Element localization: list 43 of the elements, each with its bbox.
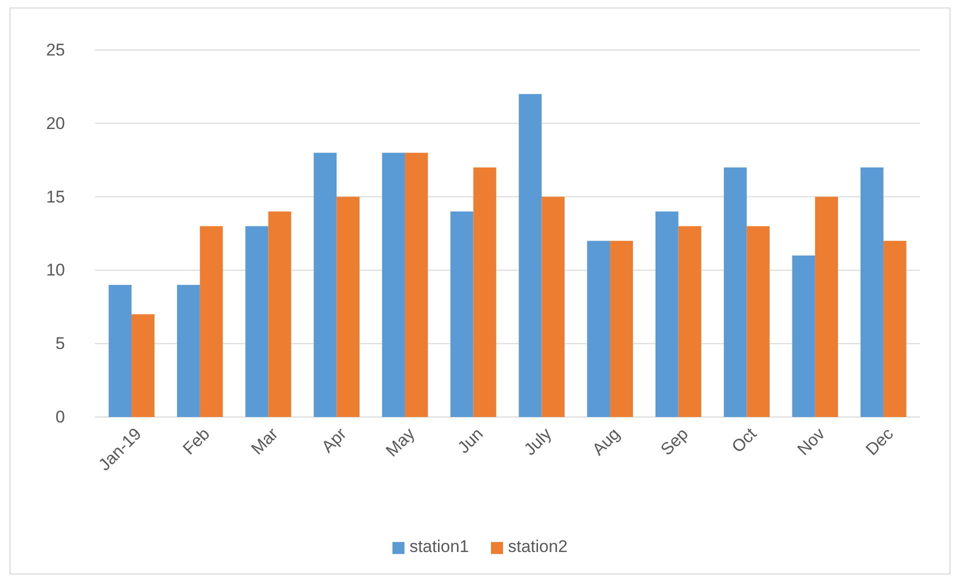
bar <box>883 240 906 417</box>
bar <box>678 226 702 417</box>
x-tick-label: July <box>520 424 556 460</box>
bar <box>382 152 405 417</box>
bar <box>268 211 292 417</box>
x-tick-label: Dec <box>862 424 898 460</box>
x-tick-label: Apr <box>318 424 350 456</box>
x-tick-label: Aug <box>588 424 624 460</box>
y-tick-label: 25 <box>46 40 65 60</box>
bar <box>108 284 132 417</box>
x-tick-label: Oct <box>728 424 760 456</box>
bar <box>655 211 678 417</box>
x-tick-label: Feb <box>179 424 214 458</box>
bar <box>473 167 496 417</box>
bar <box>746 226 770 417</box>
x-tick-label: Sep <box>657 424 692 460</box>
bar <box>792 256 816 417</box>
bar <box>132 314 154 417</box>
y-tick-label: 20 <box>46 114 65 133</box>
bar <box>200 226 223 417</box>
bar <box>450 211 474 417</box>
bar <box>542 196 565 417</box>
bar <box>610 240 633 417</box>
x-tick-label: May <box>382 424 419 460</box>
y-tick-label: 0 <box>56 407 65 426</box>
legend-label: station2 <box>508 537 568 556</box>
y-tick-label: 15 <box>46 187 65 206</box>
x-tick-label: Mar <box>248 424 282 458</box>
bar <box>587 240 610 417</box>
x-tick-label: Nov <box>794 424 829 460</box>
bar <box>404 152 428 417</box>
bar <box>177 284 200 417</box>
bar <box>336 196 360 417</box>
legend-label: station1 <box>409 537 469 556</box>
x-tick-label: Jun <box>454 424 487 458</box>
y-tick-label: 10 <box>46 260 65 280</box>
bar <box>518 94 542 417</box>
y-tick-label: 5 <box>56 334 65 354</box>
bar <box>724 167 747 417</box>
bar <box>815 196 838 417</box>
bar <box>860 167 884 417</box>
bar <box>314 152 337 417</box>
bar <box>245 226 268 417</box>
